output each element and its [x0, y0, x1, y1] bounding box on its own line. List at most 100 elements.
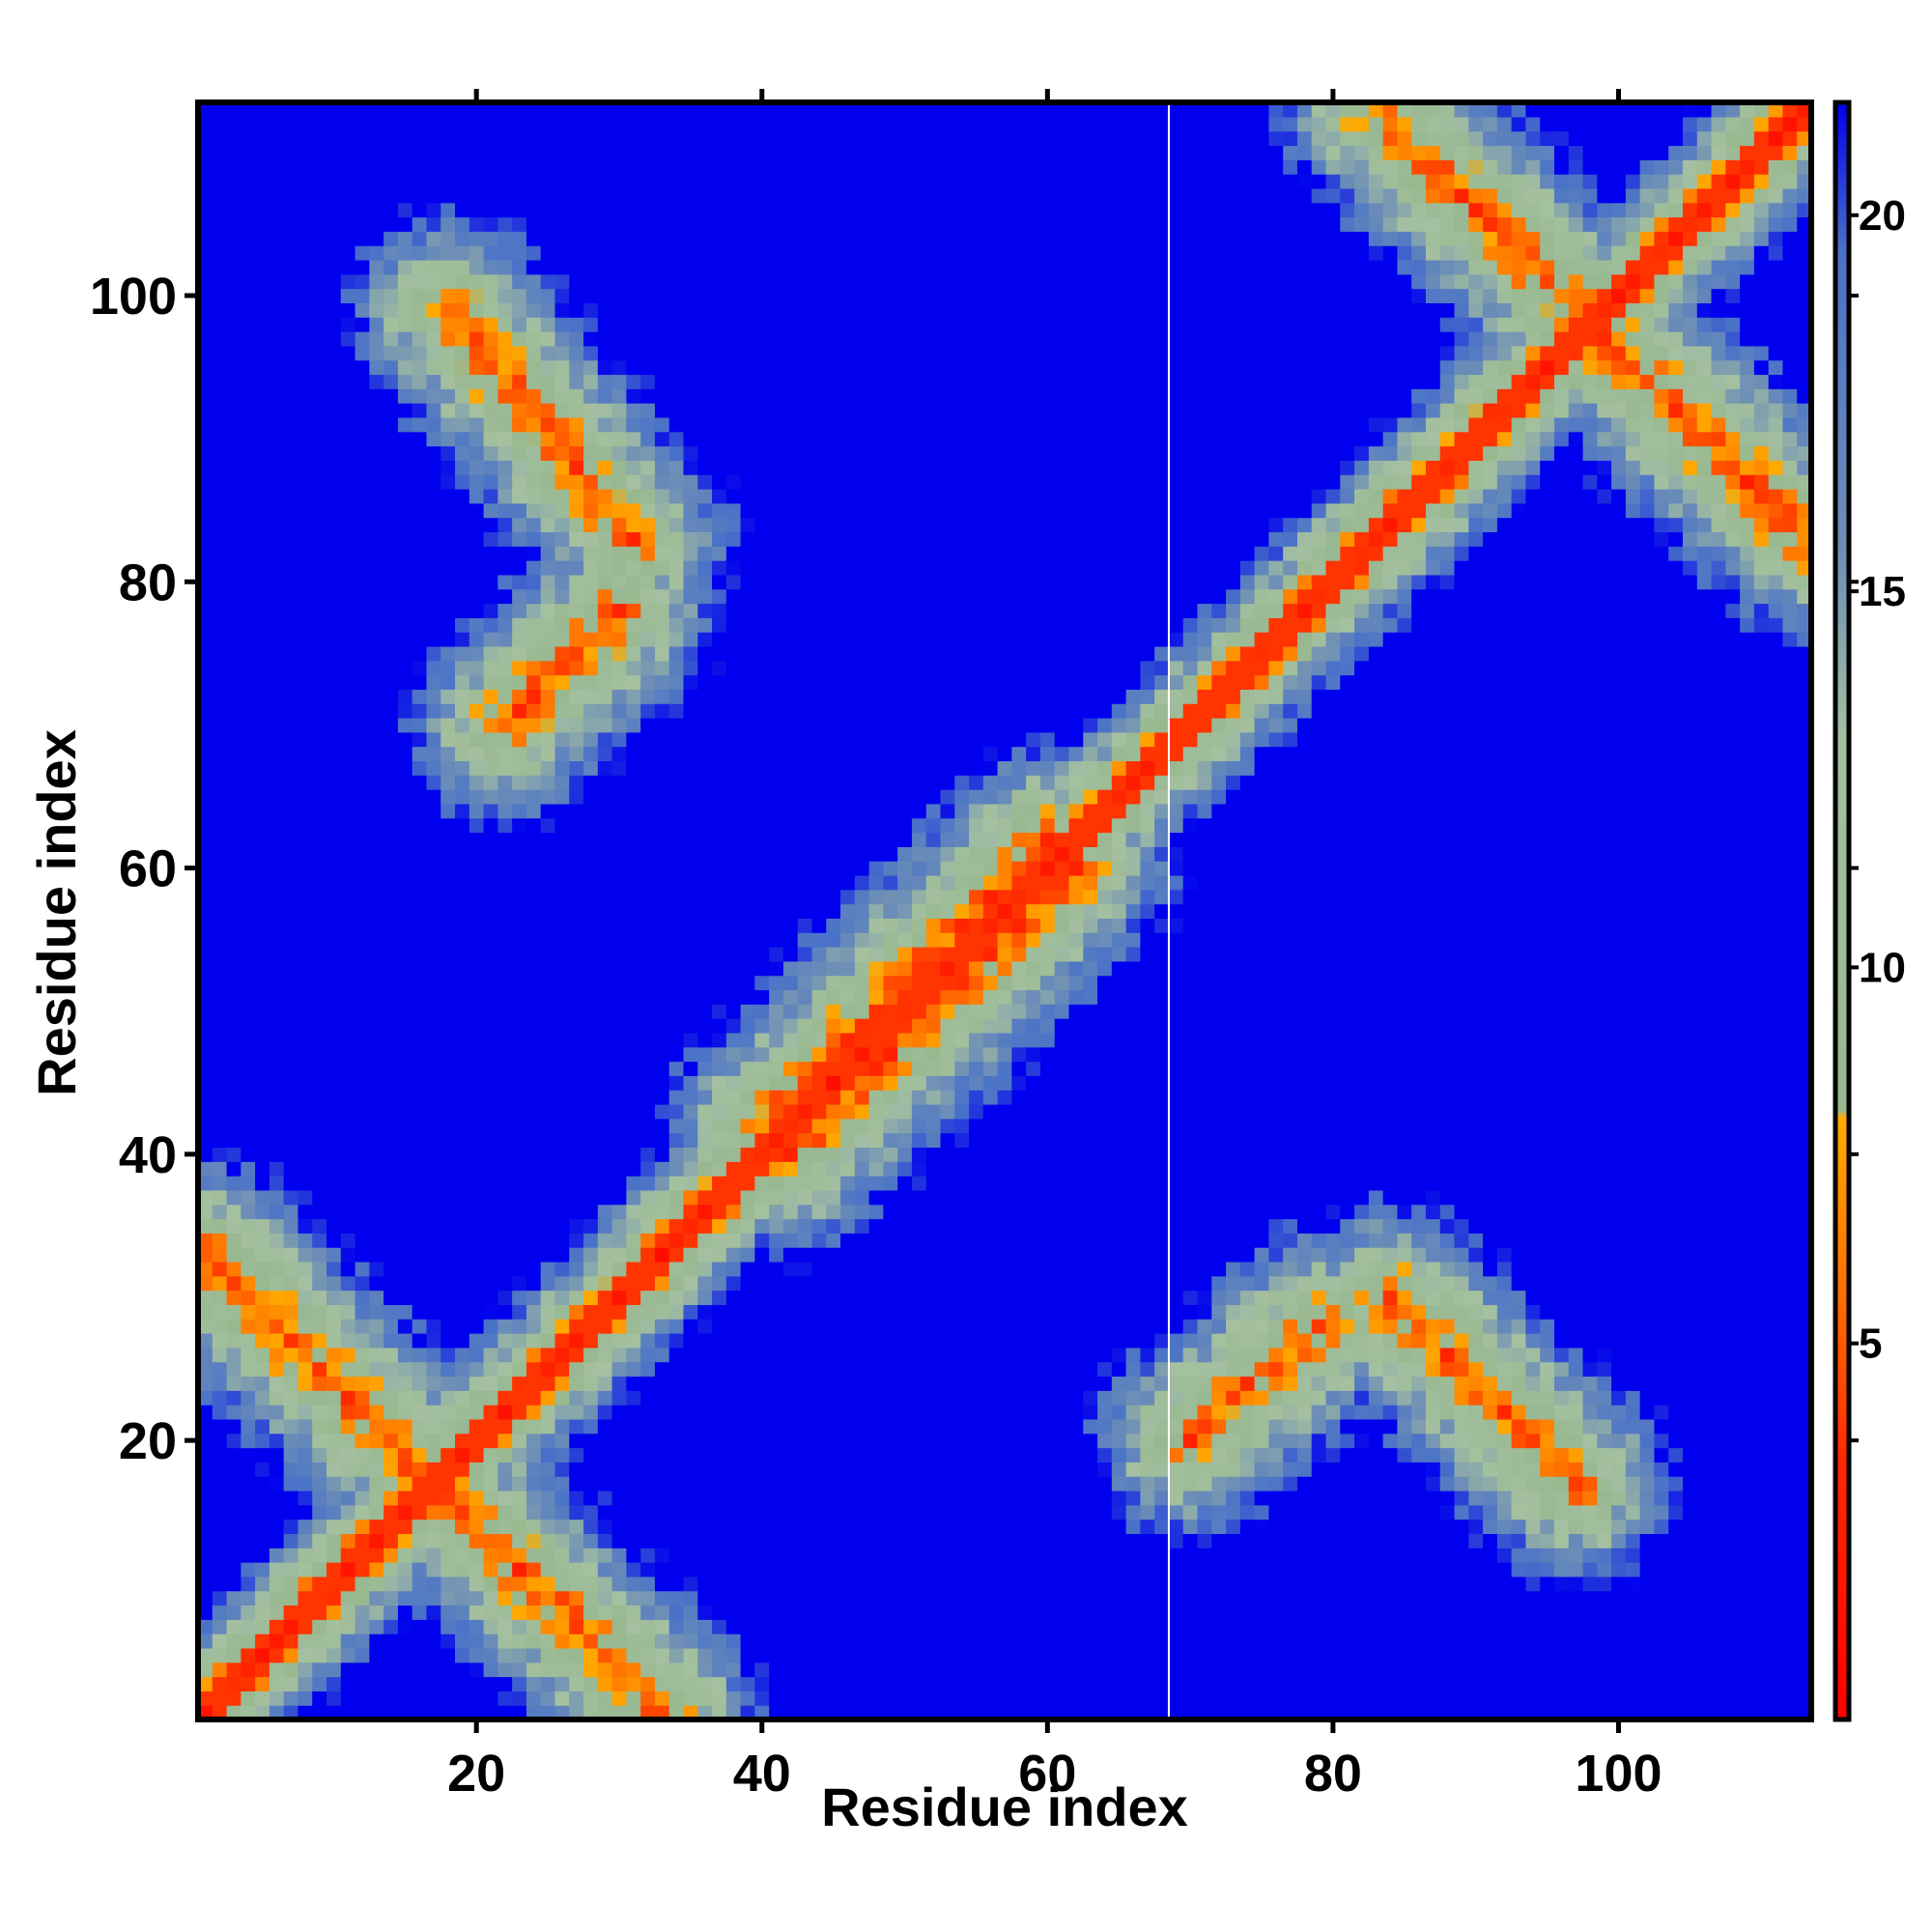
- heatmap-cell: [597, 1304, 613, 1320]
- heatmap-cell: [654, 1605, 670, 1620]
- heatmap-cell: [826, 1647, 841, 1663]
- heatmap-cell: [412, 1161, 428, 1177]
- heatmap-cell: [198, 674, 213, 690]
- heatmap-cell: [611, 960, 627, 977]
- heatmap-cell: [769, 331, 784, 347]
- heatmap-cell: [725, 1490, 742, 1506]
- heatmap-cell: [769, 1634, 784, 1649]
- heatmap-cell: [397, 846, 413, 862]
- heatmap-cell: [769, 359, 784, 376]
- heatmap-cell: [697, 846, 713, 862]
- heatmap-cell: [269, 1261, 285, 1277]
- heatmap-cell: [754, 645, 770, 662]
- heatmap-cell: [797, 731, 813, 748]
- heatmap-cell: [569, 775, 584, 790]
- heatmap-cell: [355, 947, 370, 962]
- heatmap-cell: [611, 546, 627, 561]
- heatmap-cell: [540, 102, 556, 118]
- heatmap-cell: [426, 803, 441, 819]
- heatmap-cell: [769, 1490, 784, 1506]
- heatmap-cell: [697, 1562, 713, 1577]
- heatmap-cell: [554, 202, 570, 218]
- heatmap-cell: [198, 488, 213, 504]
- heatmap-cell: [269, 416, 285, 433]
- heatmap-cell: [583, 645, 599, 662]
- heatmap-cell: [483, 1634, 498, 1649]
- heatmap-cell: [269, 202, 285, 218]
- heatmap-cell: [255, 1147, 270, 1162]
- heatmap-cell: [797, 1705, 813, 1720]
- heatmap-cell: [241, 1390, 256, 1406]
- heatmap-cell: [583, 302, 599, 318]
- heatmap-cell: [668, 674, 685, 690]
- heatmap-cell: [497, 302, 513, 318]
- heatmap-cell: [640, 1247, 656, 1263]
- heatmap-cell: [797, 445, 813, 461]
- heatmap-cell: [369, 1462, 384, 1477]
- heatmap-cell: [340, 331, 356, 347]
- heatmap-cell: [226, 1690, 242, 1706]
- heatmap-cell: [384, 689, 399, 704]
- heatmap-cell: [540, 187, 556, 204]
- heatmap-cell: [355, 1018, 370, 1034]
- heatmap-cell: [569, 1433, 584, 1449]
- heatmap-cell: [384, 1705, 399, 1720]
- heatmap-cell: [626, 1275, 641, 1292]
- heatmap-cell: [569, 1447, 584, 1463]
- heatmap-cell: [355, 1333, 370, 1349]
- heatmap-cell: [683, 1261, 698, 1277]
- heatmap-cell: [512, 1605, 527, 1620]
- heatmap-cell: [811, 174, 827, 189]
- heatmap-cell: [497, 731, 513, 748]
- heatmap-cell: [426, 1290, 441, 1305]
- heatmap-cell: [369, 746, 384, 762]
- heatmap-cell: [255, 1061, 270, 1076]
- heatmap-cell: [512, 1032, 527, 1048]
- heatmap-cell: [554, 932, 570, 948]
- heatmap-cell: [483, 889, 498, 905]
- heatmap-cell: [668, 345, 685, 361]
- heatmap-cell: [269, 502, 285, 519]
- heatmap-cell: [626, 1061, 641, 1076]
- heatmap-cell: [440, 1590, 456, 1606]
- heatmap-cell: [212, 703, 228, 719]
- heatmap-cell: [369, 1605, 384, 1620]
- heatmap-cell: [455, 1705, 470, 1720]
- heatmap-cell: [497, 445, 513, 461]
- heatmap-cell: [583, 1061, 599, 1076]
- heatmap-cell: [526, 975, 542, 991]
- heatmap-cell: [611, 288, 627, 303]
- heatmap-cell: [597, 245, 613, 261]
- heatmap-cell: [355, 302, 370, 318]
- heatmap-cell: [725, 1418, 742, 1435]
- heatmap-cell: [384, 674, 399, 690]
- heatmap-cell: [455, 1304, 470, 1320]
- heatmap-cell: [769, 617, 784, 633]
- heatmap-cell: [712, 1690, 727, 1706]
- heatmap-cell: [569, 488, 584, 504]
- heatmap-cell: [797, 989, 813, 1005]
- heatmap-cell: [811, 560, 827, 576]
- heatmap-cell: [797, 803, 813, 819]
- heatmap-cell: [712, 1189, 727, 1206]
- heatmap-cell: [583, 603, 599, 618]
- heatmap-cell: [455, 1233, 470, 1248]
- heatmap-cell: [312, 1204, 327, 1220]
- heatmap-cell: [512, 1233, 527, 1248]
- heatmap-cell: [426, 1161, 441, 1177]
- heatmap-cell: [597, 574, 613, 590]
- heatmap-cell: [340, 1046, 356, 1063]
- heatmap-cell: [226, 803, 242, 819]
- heatmap-cell: [554, 660, 570, 676]
- heatmap-cell: [426, 317, 441, 332]
- heatmap-cell: [241, 1605, 256, 1620]
- heatmap-cell: [198, 1676, 213, 1691]
- heatmap-cell: [426, 374, 441, 389]
- heatmap-cell: [668, 703, 685, 719]
- heatmap-cell: [526, 1147, 542, 1162]
- heatmap-cell: [626, 1662, 641, 1678]
- heatmap-cell: [340, 1676, 356, 1691]
- heatmap-cell: [782, 1103, 799, 1120]
- heatmap-cell: [298, 760, 313, 776]
- heatmap-cell: [769, 1118, 784, 1134]
